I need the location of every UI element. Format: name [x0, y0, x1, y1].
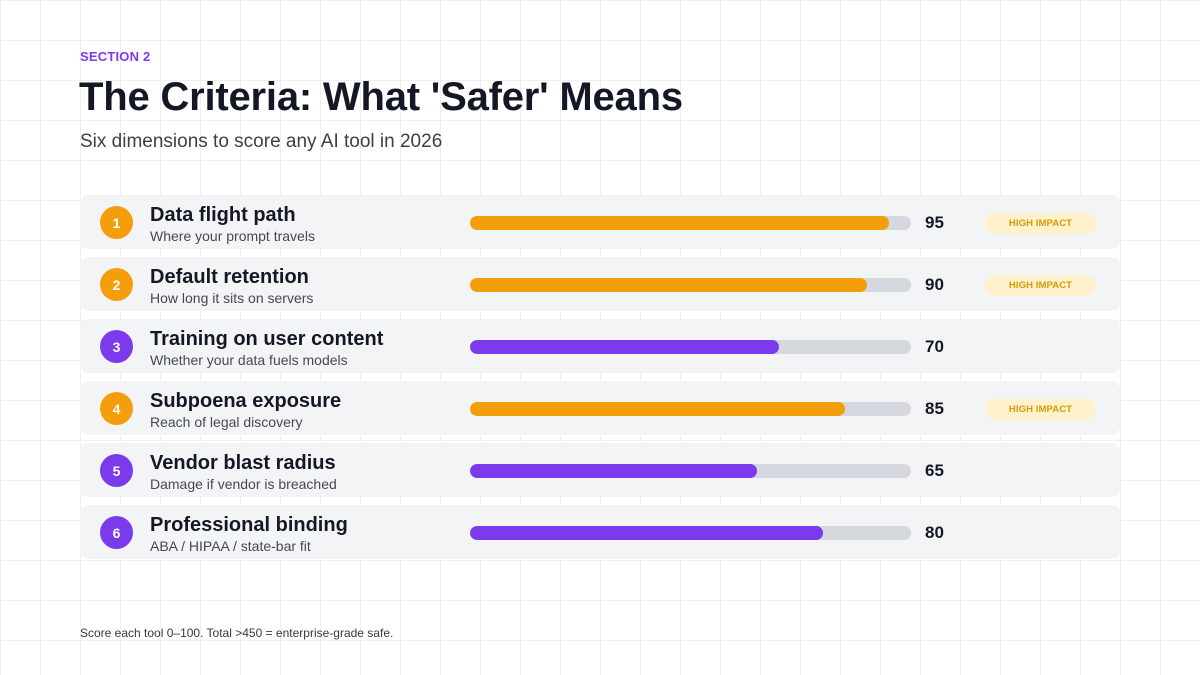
high-impact-badge: HIGH IMPACT	[985, 213, 1096, 234]
criterion-title: Training on user content	[150, 328, 384, 350]
score-bar-track	[470, 216, 911, 230]
criterion-title: Default retention	[150, 266, 309, 288]
score-bar-track	[470, 340, 911, 354]
score-bar-fill	[470, 216, 889, 230]
criterion-number-badge: 2	[100, 268, 133, 301]
criterion-row: 1 Data flight path Where your prompt tra…	[80, 195, 1120, 249]
criterion-row: 4 Subpoena exposure Reach of legal disco…	[80, 381, 1120, 435]
score-bar-fill	[470, 340, 779, 354]
criterion-description: Whether your data fuels models	[150, 352, 348, 368]
score-bar-fill	[470, 402, 845, 416]
criterion-number-badge: 4	[100, 392, 133, 425]
criterion-description: Where your prompt travels	[150, 228, 315, 244]
criterion-description: Reach of legal discovery	[150, 414, 303, 430]
criterion-description: ABA / HIPAA / state-bar fit	[150, 538, 311, 554]
criterion-number-badge: 3	[100, 330, 133, 363]
criterion-title: Data flight path	[150, 204, 296, 226]
score-bar-track	[470, 278, 911, 292]
criterion-row: 5 Vendor blast radius Damage if vendor i…	[80, 443, 1120, 497]
criterion-score: 70	[925, 337, 944, 356]
page-title: The Criteria: What 'Safer' Means	[79, 75, 683, 119]
score-bar-fill	[470, 464, 757, 478]
criterion-score: 90	[925, 275, 944, 294]
high-impact-badge: HIGH IMPACT	[985, 399, 1096, 420]
score-bar-track	[470, 526, 911, 540]
high-impact-badge: HIGH IMPACT	[985, 275, 1096, 296]
criterion-score: 95	[925, 213, 944, 232]
criterion-row: 6 Professional binding ABA / HIPAA / sta…	[80, 505, 1120, 559]
criterion-score: 65	[925, 461, 944, 480]
criterion-number-badge: 1	[100, 206, 133, 239]
criteria-list: 1 Data flight path Where your prompt tra…	[80, 195, 1120, 567]
criterion-score: 85	[925, 399, 944, 418]
criterion-number-badge: 5	[100, 454, 133, 487]
page-subtitle: Six dimensions to score any AI tool in 2…	[80, 131, 443, 152]
criterion-title: Professional binding	[150, 514, 348, 536]
criterion-number-badge: 6	[100, 516, 133, 549]
criterion-row: 3 Training on user content Whether your …	[80, 319, 1120, 373]
criterion-row: 2 Default retention How long it sits on …	[80, 257, 1120, 311]
score-bar-track	[470, 464, 911, 478]
footnote: Score each tool 0–100. Total >450 = ente…	[80, 626, 394, 640]
score-bar-fill	[470, 278, 867, 292]
criterion-description: Damage if vendor is breached	[150, 476, 337, 492]
score-bar-fill	[470, 526, 823, 540]
criterion-title: Subpoena exposure	[150, 390, 342, 412]
criterion-title: Vendor blast radius	[150, 452, 336, 474]
criterion-score: 80	[925, 523, 944, 542]
section-label: SECTION 2	[80, 49, 151, 64]
criterion-description: How long it sits on servers	[150, 290, 314, 306]
score-bar-track	[470, 402, 911, 416]
